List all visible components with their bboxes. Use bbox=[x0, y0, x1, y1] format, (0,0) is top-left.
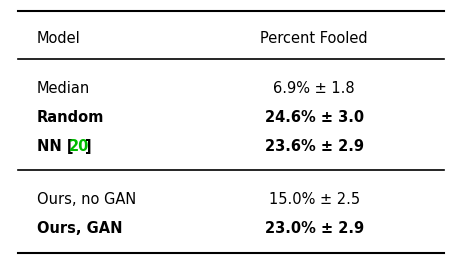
Text: Ours, no GAN: Ours, no GAN bbox=[37, 192, 136, 207]
Text: ]: ] bbox=[85, 139, 91, 154]
Text: 6.9% ± 1.8: 6.9% ± 1.8 bbox=[274, 81, 355, 96]
Text: 15.0% ± 2.5: 15.0% ± 2.5 bbox=[268, 192, 360, 207]
Text: 24.6% ± 3.0: 24.6% ± 3.0 bbox=[265, 110, 364, 125]
Text: NN [: NN [ bbox=[37, 139, 73, 154]
Text: 23.0% ± 2.9: 23.0% ± 2.9 bbox=[265, 221, 364, 236]
Text: Ours, GAN: Ours, GAN bbox=[37, 221, 122, 236]
Text: Model: Model bbox=[37, 31, 81, 46]
Text: Percent Fooled: Percent Fooled bbox=[261, 31, 368, 46]
Text: 20: 20 bbox=[68, 139, 89, 154]
Text: Random: Random bbox=[37, 110, 104, 125]
Text: Median: Median bbox=[37, 81, 90, 96]
Text: 23.6% ± 2.9: 23.6% ± 2.9 bbox=[265, 139, 364, 154]
